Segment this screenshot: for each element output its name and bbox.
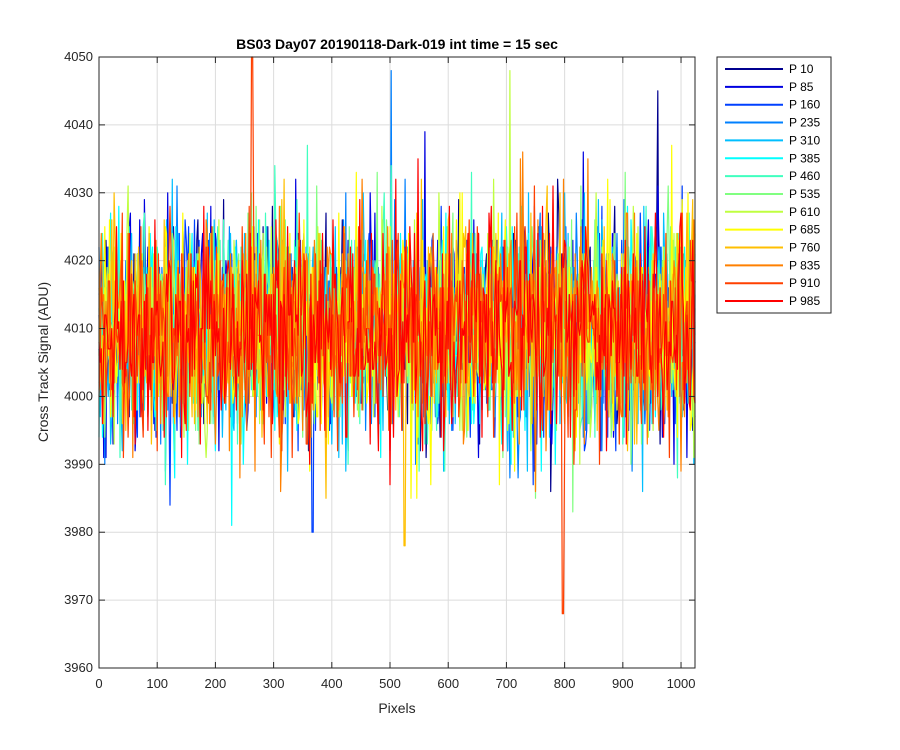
x-tick-label: 1000 (667, 676, 696, 691)
plot-frame (98, 56, 696, 669)
chart-title: BS03 Day07 20190118-Dark-019 int time = … (236, 36, 558, 52)
legend-item: P 910 (725, 276, 820, 290)
x-tick-label: 100 (146, 676, 168, 691)
legend-label: P 535 (789, 187, 820, 201)
x-tick-label: 300 (263, 676, 285, 691)
legend-item: P 685 (725, 223, 820, 237)
legend-item: P 385 (725, 151, 820, 165)
legend-label: P 760 (789, 241, 820, 255)
y-tick-label: 3980 (64, 524, 93, 539)
legend-label: P 85 (789, 80, 814, 94)
legend-label: P 10 (789, 62, 814, 76)
x-tick-label: 400 (321, 676, 343, 691)
legend-item: P 760 (725, 241, 820, 255)
x-tick-label: 600 (437, 676, 459, 691)
series-line-p985 (98, 158, 696, 486)
y-axis-label: Cross Track Signal (ADU) (35, 282, 51, 442)
x-tick-label: 900 (612, 676, 634, 691)
legend-item: P 835 (725, 258, 820, 272)
y-tick-label: 3990 (64, 456, 93, 471)
x-axis: 0 100 200 300 400 500 600 700 800 900 1000 (95, 57, 695, 691)
y-tick-label: 4000 (64, 388, 93, 403)
legend: P 10 P 85 P 160 P 235 P 310 P 385 P 460 P 535 P … (716, 56, 832, 314)
x-tick-label: 800 (554, 676, 576, 691)
legend-item: P 535 (725, 187, 820, 201)
legend-item: P 610 (725, 205, 820, 219)
y-tick-label: 4010 (64, 321, 93, 336)
legend-label: P 460 (789, 169, 820, 183)
legend-item: P 235 (725, 116, 820, 130)
legend-item: P 985 (725, 294, 820, 308)
series-lines (98, 56, 696, 615)
legend-item: P 310 (725, 133, 820, 147)
legend-label: P 235 (789, 116, 820, 130)
x-tick-label: 700 (496, 676, 518, 691)
legend-item: P 10 (725, 62, 814, 76)
legend-label: P 835 (789, 258, 820, 272)
x-tick-label: 500 (379, 676, 401, 691)
x-tick-label: 0 (95, 676, 102, 691)
y-tick-label: 3960 (64, 660, 93, 675)
y-tick-label: 4040 (64, 117, 93, 132)
legend-item: P 85 (725, 80, 814, 94)
legend-label: P 985 (789, 294, 820, 308)
legend-label: P 310 (789, 133, 820, 147)
x-tick-label: 200 (205, 676, 227, 691)
y-tick-label: 4050 (64, 49, 93, 64)
legend-label: P 910 (789, 276, 820, 290)
plot-area: 0 100 200 300 400 500 600 700 800 900 1000 3960 397… (64, 49, 696, 691)
legend-item: P 160 (725, 98, 820, 112)
legend-label: P 610 (789, 205, 820, 219)
y-tick-label: 4020 (64, 253, 93, 268)
legend-label: P 385 (789, 151, 820, 165)
x-axis-label: Pixels (378, 700, 415, 716)
y-tick-label: 4030 (64, 185, 93, 200)
legend-label: P 160 (789, 98, 820, 112)
y-axis: 3960 3970 3980 3990 4000 4010 4020 4030 4040 4050 (64, 49, 695, 675)
legend-box (716, 56, 832, 314)
y-tick-label: 3970 (64, 592, 93, 607)
legend-label: P 685 (789, 223, 820, 237)
legend-item: P 460 (725, 169, 820, 183)
